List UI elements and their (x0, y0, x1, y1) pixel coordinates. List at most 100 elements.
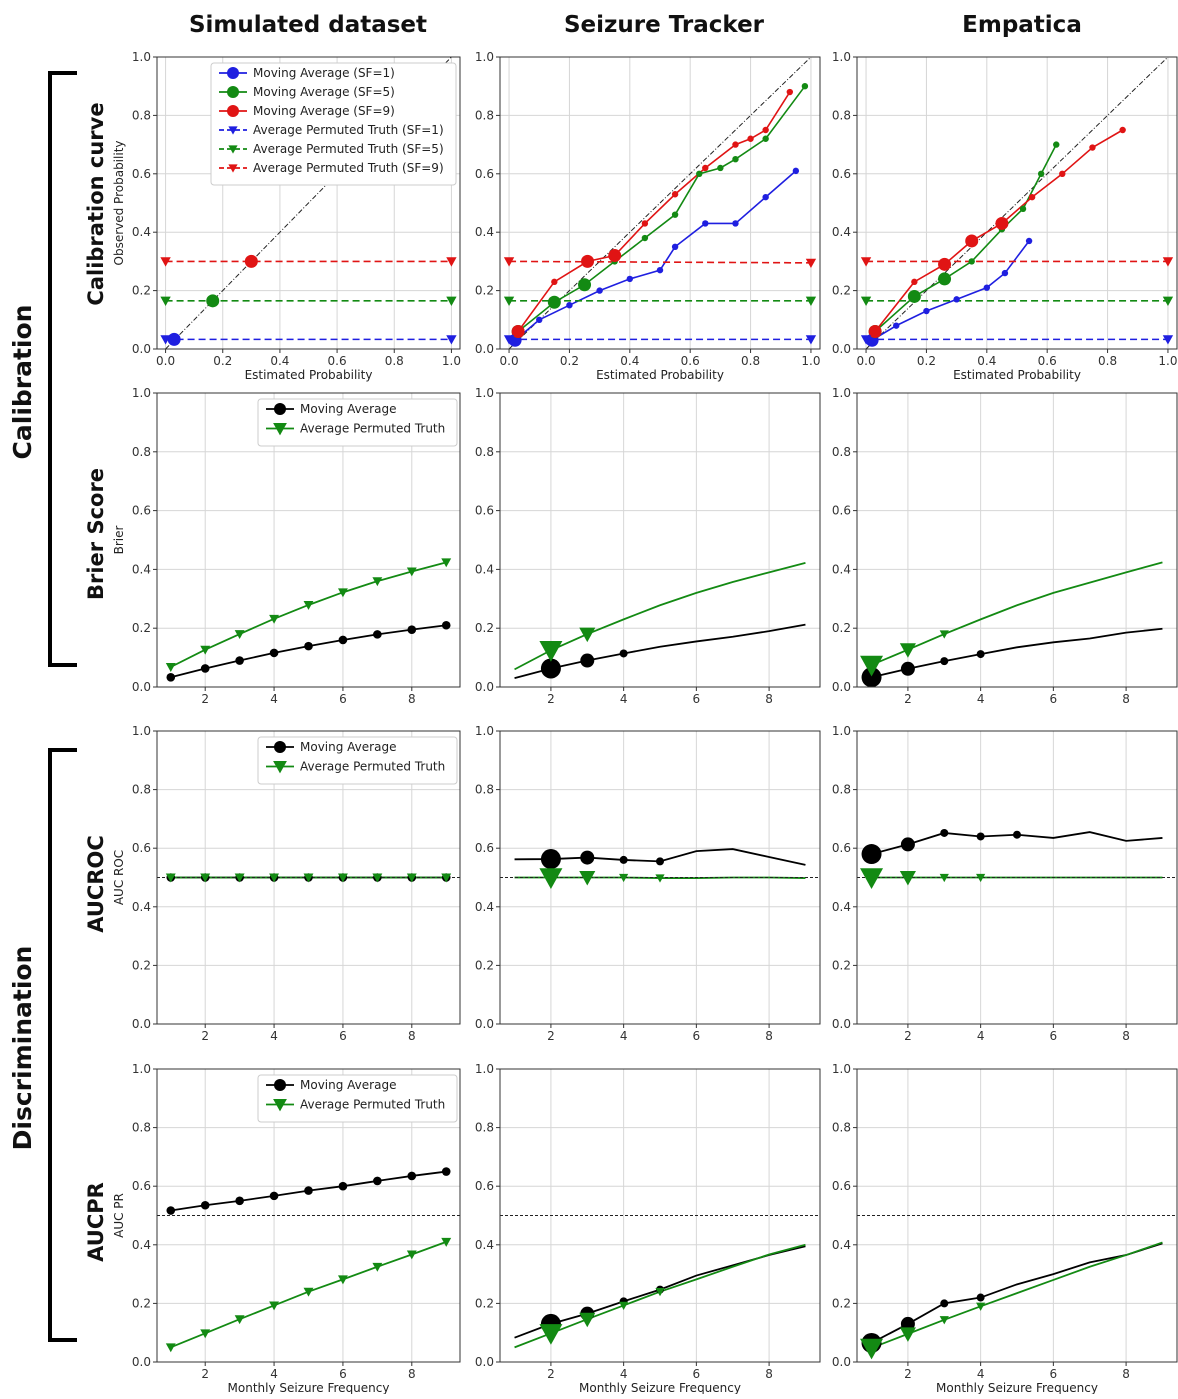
panel-r3-c2: 2 4 6 8 0.0 0.2 0.4 0.6 0.8 1.0 Monthly Seizure Fr… (832, 1062, 1178, 1395)
x-tick-label: 8 (408, 692, 416, 706)
panel-r1-c2-series-1-point (860, 655, 884, 677)
panel-r1-c0-series-0-point (166, 672, 176, 682)
panel-r2-c0-series-1-point (372, 873, 383, 883)
y-tick-label: 0.4 (832, 225, 851, 239)
panel-r2-c2-series-1-point (860, 868, 884, 889)
panel-r1-c2-series-1-point (939, 630, 949, 639)
legend-label: Average Permuted Truth (300, 1098, 445, 1112)
legend-swatch-marker (228, 145, 238, 154)
panel-r3-c0-series-0-point (407, 1171, 417, 1181)
panel-r0-c2-series-1-point (907, 289, 921, 303)
panel-r0-c1-series-2-point (762, 126, 769, 134)
legend-frame (210, 62, 457, 186)
y-tick-label: 0.2 (832, 1296, 851, 1310)
panel-r3-c1-series-1-point (655, 1288, 665, 1297)
legend-swatch-marker (273, 760, 287, 774)
panel-r1-c0-series-0-point (373, 630, 382, 639)
x-tick-label: 6 (339, 1367, 347, 1381)
x-tick-label: 2 (547, 1029, 555, 1043)
panel-r3-c2-series-1-point (860, 1338, 884, 1360)
legend-swatch-marker (274, 741, 286, 753)
panel-r0-c1-series-5-line (509, 260, 811, 264)
panel-r2-c1-series-1-point (655, 874, 665, 883)
panel-r3-c1-series-1-point (539, 1324, 563, 1345)
panel-r2-c2: 2 4 6 8 0.0 0.2 0.4 0.6 0.8 1.0 (832, 724, 1178, 1043)
x-tick-label: 0.6 (328, 354, 347, 368)
x-tick-label: 0.0 (156, 354, 175, 368)
panel-r1-c1-series-0-point (619, 649, 628, 658)
panel-r0-c2-series-2-point (1089, 144, 1096, 151)
calibration-bracket (48, 71, 77, 667)
panel-r2-c2-series-1-point (976, 873, 986, 883)
legend-swatch-marker (273, 422, 287, 436)
y-tick-label: 0.8 (832, 445, 851, 459)
column-title-simulated: Simulated dataset (189, 12, 427, 38)
y-tick-label: 1.0 (832, 724, 851, 738)
panel-r1-c0-series-0-point (235, 656, 244, 665)
x-tick-label: 4 (270, 692, 278, 706)
y-tick-label: 0.8 (475, 1121, 494, 1135)
panel-r3-c0-series-0-point (166, 1206, 176, 1215)
y-tick-label: 0.4 (475, 225, 494, 239)
panel-r2-c1: 2 4 6 8 0.0 0.2 0.4 0.6 0.8 1.0 (475, 724, 821, 1043)
y-tick-label: 0.4 (475, 900, 494, 914)
panel-r1-c0-series-0-point (304, 641, 313, 651)
x-tick-label: 0.6 (1038, 354, 1057, 368)
legend-label: Average Permuted Truth (300, 760, 445, 774)
y-tick-label: 0.8 (132, 783, 151, 797)
panel-r0-c2-series-0-point (983, 284, 991, 291)
panel-r0-c2-series-3-point (860, 335, 872, 345)
y-tick-label: 0.4 (832, 562, 851, 576)
panel-r0-c1-series-0-point (536, 316, 543, 323)
panel-r3-c0-series-0-point (235, 1196, 244, 1206)
panel-r0-c1-series-0-point (626, 275, 634, 283)
legend-swatch-marker (227, 67, 239, 79)
panel-r1-c1-series-1-line (514, 562, 806, 671)
y-tick-label: 0.0 (475, 1355, 494, 1369)
panel-r1-c2-series-0-point (976, 650, 985, 659)
x-tick-label: 0.2 (917, 354, 936, 368)
panel-r2-c0-series-1-point (406, 873, 417, 883)
y-tick-label: 0.6 (132, 167, 151, 181)
panel-r1-c0-series-0-point (407, 625, 417, 634)
x-tick-label: 0.0 (500, 354, 519, 368)
panel-r3-c0-series-0-point (304, 1186, 313, 1195)
y-tick-label: 0.2 (832, 621, 851, 635)
panel-r2-c2-series-1-point (899, 871, 916, 886)
panel-r0-c1-series-3-point (805, 335, 817, 345)
x-axis-label: Estimated Probability (245, 368, 373, 382)
x-tick-label: 2 (904, 1367, 912, 1381)
y-tick-label: 0.4 (132, 1238, 151, 1252)
panel-r0-c0-series-4-point (160, 296, 171, 306)
panel-r1-c1-frame (499, 392, 821, 688)
panel-r3-c0-series-1-point (269, 1301, 280, 1311)
y-tick-label: 0.8 (832, 1121, 851, 1135)
x-tick-label: 8 (408, 1029, 416, 1043)
x-tick-label: 2 (904, 692, 912, 706)
panel-r1-c0-legend: Moving Average Average Permuted Truth (257, 398, 458, 447)
y-tick-label: 1.0 (475, 50, 494, 64)
x-tick-label: 8 (1122, 1029, 1130, 1043)
y-tick-label: 0.6 (832, 504, 851, 518)
panel-r0-c2-series-2-point (1119, 126, 1126, 134)
panel-r3-c2-series-0-line (871, 1242, 1163, 1344)
panel-r1-c2-series-0-point (861, 667, 882, 688)
y-tick-label: 1.0 (132, 724, 151, 738)
x-tick-label: 6 (693, 1367, 701, 1381)
legend-swatch-marker (274, 403, 286, 415)
y-tick-label: 0.8 (132, 108, 151, 122)
panel-r2-c0-series-1-point (441, 873, 452, 883)
row-label-brier-score: Brier Score (84, 468, 108, 600)
panel-r3-c0-frame (156, 1068, 461, 1363)
panel-r0-c1-series-2-point (732, 141, 739, 148)
panel-r3-c0-series-1-point (165, 1343, 176, 1353)
panel-r0-c2: 0.0 0.2 0.4 0.6 0.8 1.0 0.0 0.2 0.4 0.6 0.8 1.0 Esti… (832, 50, 1178, 382)
legend-swatch-marker (228, 126, 238, 135)
y-tick-label: 1.0 (475, 1062, 494, 1076)
x-axis-label: Monthly Seizure Frequency (936, 1381, 1098, 1394)
panel-r0-c2-series-0-point (953, 296, 960, 303)
y-tick-label: 1.0 (475, 386, 494, 400)
group-label-discrimination: Discrimination (8, 946, 37, 1151)
y-tick-label: 0.4 (475, 562, 494, 576)
